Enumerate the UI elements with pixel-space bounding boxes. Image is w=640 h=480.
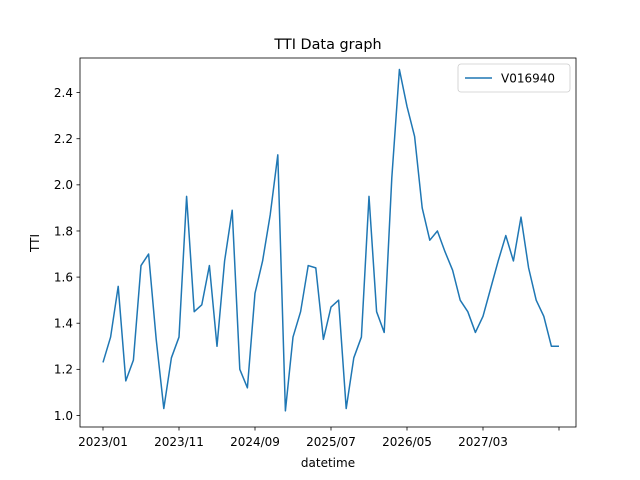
y-tick-label: 2.4 <box>54 86 73 100</box>
y-tick-label: 1.4 <box>54 317 73 331</box>
y-tick-label: 1.2 <box>54 363 73 377</box>
y-tick-label: 2.0 <box>54 178 73 192</box>
y-tick-label: 1.8 <box>54 224 73 238</box>
y-tick-label: 2.2 <box>54 132 73 146</box>
x-axis-label: datetime <box>301 456 355 470</box>
series-line-V016940 <box>102 68 559 412</box>
x-tick-label: 2027/03 <box>458 435 508 449</box>
x-tick-label: 2026/05 <box>382 435 432 449</box>
y-axis-label: TTI <box>28 234 42 253</box>
y-tick-label: 1.0 <box>54 409 73 423</box>
x-tick-label: 2025/07 <box>306 435 356 449</box>
plot-frame <box>79 57 577 428</box>
x-tick-label: 2024/09 <box>230 435 280 449</box>
x-tick-label: 2023/01 <box>78 435 128 449</box>
legend-box <box>457 63 571 93</box>
legend-label: V016940 <box>501 71 555 85</box>
y-tick-label: 1.6 <box>54 270 73 284</box>
x-tick-label: 2023/11 <box>154 435 204 449</box>
chart-title: TTI Data graph <box>273 37 381 53</box>
